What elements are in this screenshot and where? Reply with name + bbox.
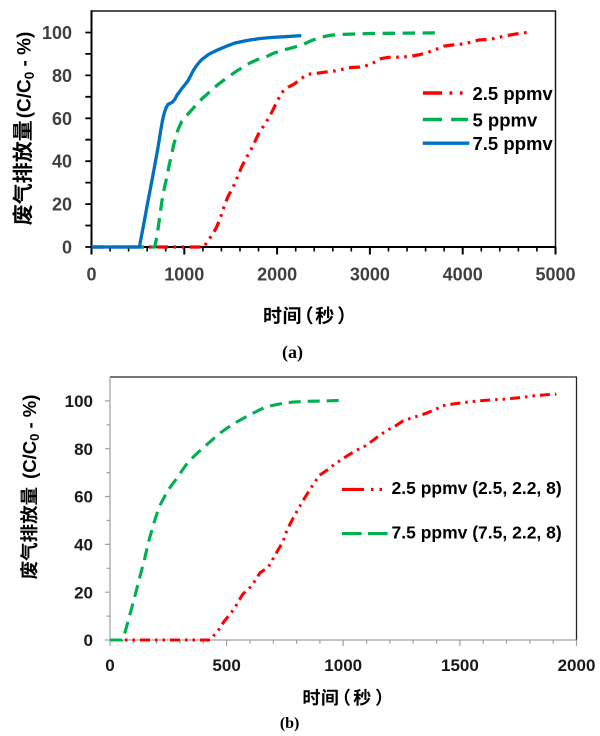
svg-text:0: 0 [105,656,114,675]
svg-text:(C/C0 - %): (C/C0 - %) [14,32,37,119]
svg-text:500: 500 [212,656,240,675]
svg-text:60: 60 [74,488,93,507]
svg-text:80: 80 [74,440,93,459]
svg-text:20: 20 [52,195,72,215]
svg-text:2000: 2000 [257,265,297,285]
svg-text:60: 60 [52,109,72,129]
svg-text:5 ppmv: 5 ppmv [473,110,538,131]
svg-text:100: 100 [42,23,72,43]
svg-text:4000: 4000 [443,265,483,285]
svg-text:2000: 2000 [558,656,596,675]
svg-text:1000: 1000 [164,265,204,285]
svg-text:7.5 ppmv (7.5, 2.2, 8): 7.5 ppmv (7.5, 2.2, 8) [392,522,562,542]
svg-text:2.5 ppmv: 2.5 ppmv [473,83,554,104]
svg-text:20: 20 [74,583,93,602]
svg-text:(a): (a) [282,342,303,363]
svg-text:0: 0 [86,265,96,285]
svg-text:(b): (b) [280,715,300,732]
svg-text:(C/C0 - %): (C/C0 - %) [19,395,42,479]
svg-text:40: 40 [74,536,93,555]
svg-text:1500: 1500 [441,656,479,675]
svg-text:3000: 3000 [350,265,390,285]
svg-text:100: 100 [65,392,93,411]
svg-text:0: 0 [62,238,72,258]
svg-text:2.5 ppmv (2.5, 2.2, 8): 2.5 ppmv (2.5, 2.2, 8) [392,478,562,498]
svg-text:40: 40 [52,152,72,172]
svg-text:7.5 ppmv: 7.5 ppmv [473,133,554,154]
svg-text:5000: 5000 [535,265,575,285]
svg-text:1000: 1000 [324,656,362,675]
svg-text:0: 0 [84,631,93,650]
svg-text:80: 80 [52,66,72,86]
